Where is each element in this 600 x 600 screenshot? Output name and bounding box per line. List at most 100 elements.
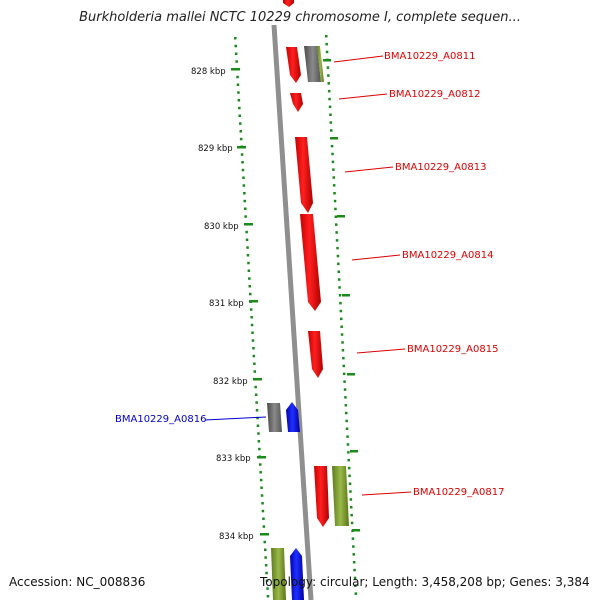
gene-feature-A0811[interactable] [286,47,301,83]
minor-tick [257,440,261,443]
sequence-backbone [271,24,314,600]
minor-tick [242,184,246,187]
inner-tick-track [234,37,270,598]
scale-label-828: 828 kbp [191,67,226,77]
minor-tick [249,292,252,296]
minor-tick [349,490,352,493]
gene-feature-green-2[interactable] [271,548,286,600]
minor-tick [251,331,254,334]
minor-tick [260,494,264,497]
gene-label-A0814[interactable]: BMA10229_A0814 [402,250,493,261]
minor-tick [346,435,349,438]
minor-tick [352,561,356,564]
minor-tick [336,254,340,258]
minor-tick [256,416,259,420]
scale-label-834: 834 kbp [219,532,254,542]
minor-tick [241,168,245,172]
minor-tick [250,316,253,319]
gene-feature-gray-2[interactable] [267,403,282,432]
minor-tick [347,466,351,470]
minor-tick [266,587,269,590]
gene-feature-A0815[interactable] [308,331,323,378]
minor-tick [340,333,344,336]
minor-tick [325,42,328,46]
accession-text: Accession: NC_008836 [9,575,146,589]
minor-tick [266,595,270,598]
scale-label-831: 831 kbp [209,299,244,309]
minor-tick [337,278,341,281]
minor-tick [325,50,329,54]
minor-tick [349,498,353,501]
minor-tick [343,380,346,383]
minor-tick [254,393,258,396]
minor-tick [248,277,251,280]
minor-tick [253,362,256,365]
minor-tick [327,74,330,77]
minor-tick [343,388,347,391]
minor-tick [246,254,250,257]
minor-tick [329,121,333,124]
scale-labels: 828 kbp 829 kbp 830 kbp 831 kbp 832 kbp … [191,67,254,542]
gene-feature-A0814[interactable] [300,214,321,311]
minor-tick [237,99,241,102]
minor-tick [344,404,348,407]
gene-feature-blue-2[interactable] [290,548,304,600]
scale-label-832: 832 kbp [213,377,248,387]
gene-feature-partial-top[interactable] [283,0,294,7]
gene-feature-gray-1[interactable] [304,46,321,82]
minor-tick [259,463,262,466]
minor-tick [255,401,258,404]
minor-tick [352,545,355,548]
gene-feature-A0817[interactable] [314,466,329,527]
gene-feature-A0816[interactable] [286,402,300,432]
minor-tick [239,122,242,125]
minor-tick [261,509,265,513]
minor-tick [259,478,263,482]
gene-feature-green-1[interactable] [332,466,349,526]
minor-tick [348,474,351,478]
minor-tick [332,176,335,179]
minor-tick [239,130,242,133]
gene-feature-green-small[interactable] [317,46,324,82]
gene-label-A0815[interactable]: BMA10229_A0815 [407,344,498,355]
minor-tick [260,486,263,489]
minor-tick [335,231,338,234]
minor-tick [234,44,237,48]
minor-tick [331,152,334,156]
gene-label-A0811[interactable]: BMA10229_A0811 [384,51,475,62]
minor-tick [353,568,356,572]
minor-tick [338,286,341,289]
minor-tick [261,502,264,505]
minor-tick [256,424,260,427]
minor-tick [242,176,245,179]
minor-tick [234,52,238,55]
minor-tick [337,262,340,266]
minor-tick [332,184,336,187]
minor-tick [255,409,259,412]
gene-feature-A0812[interactable] [290,93,303,112]
minor-tick [238,114,241,117]
minor-tick [235,60,238,63]
minor-tick [245,230,248,234]
minor-tick [333,199,337,203]
minor-tick [350,513,353,517]
gene-label-A0816[interactable]: BMA10229_A0816 [115,414,206,425]
gene-feature-A0813[interactable] [295,137,313,213]
minor-tick [339,301,342,305]
minor-tick [246,246,249,249]
minor-tick [340,317,343,321]
minor-tick [253,370,256,373]
minor-tick [258,447,261,451]
minor-tick [327,89,331,93]
outer-major-ticks [323,59,360,532]
minor-tick [334,207,337,211]
minor-tick [342,364,345,368]
minor-tick [346,443,350,446]
gene-label-A0813[interactable]: BMA10229_A0813 [395,162,486,173]
minor-tick [252,354,256,358]
gene-label-A0817[interactable]: BMA10229_A0817 [413,487,504,498]
minor-tick [238,106,241,110]
gene-label-A0812[interactable]: BMA10229_A0812 [389,89,480,100]
minor-tick [335,239,339,242]
